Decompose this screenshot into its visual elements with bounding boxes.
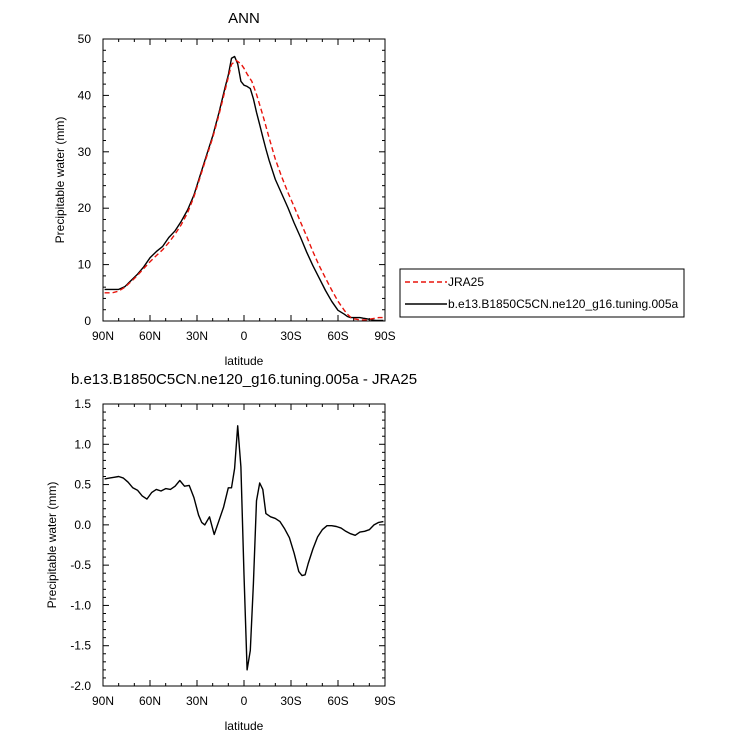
bottom-y-axis-label: Precipitable water (mm): [45, 482, 59, 609]
bottom-plot-frame: [102, 403, 386, 687]
y-tick-label: -2.0: [70, 679, 91, 693]
panel-top: ANN 90N 60N 30N 0 30S 60S 90S 0 10 20 30 40 50 latit…: [53, 10, 685, 368]
bottom-chart-title: b.e13.B1850C5CN.ne120_g16.tuning.005a - …: [71, 371, 417, 388]
y-tick-label: -0.5: [70, 558, 91, 572]
legend-box: [399, 268, 685, 318]
bottom-ticks: [102, 403, 386, 687]
y-tick-label: -1.0: [70, 598, 91, 612]
series-line-difference: [104, 425, 384, 671]
x-tick-label: 60S: [327, 694, 348, 708]
y-tick-label: 0: [84, 314, 91, 328]
x-tick-label: 0: [241, 694, 248, 708]
x-tick-label: 60N: [139, 694, 161, 708]
y-tick-label: 0.0: [74, 518, 91, 532]
legend-label-jra25: JRA25: [448, 275, 484, 289]
x-tick-label: 90S: [374, 329, 395, 343]
y-tick-label: 30: [78, 145, 92, 159]
y-tick-label: -1.5: [70, 639, 91, 653]
panel-bottom: b.e13.B1850C5CN.ne120_g16.tuning.005a - …: [45, 371, 417, 733]
y-tick-label: 50: [78, 32, 92, 46]
x-tick-label: 30S: [280, 694, 301, 708]
x-tick-label: 90N: [92, 694, 114, 708]
top-tick-labels: 90N 60N 30N 0 30S 60S 90S 0 10 20 30 40 50: [78, 32, 396, 343]
bottom-x-axis-label: latitude: [225, 719, 264, 733]
top-ticks: [102, 38, 386, 322]
top-y-axis-label: Precipitable water (mm): [53, 117, 67, 244]
x-tick-label: 90S: [374, 694, 395, 708]
x-tick-label: 60N: [139, 329, 161, 343]
legend: JRA25 b.e13.B1850C5CN.ne120_g16.tuning.0…: [399, 268, 685, 318]
x-tick-label: 90N: [92, 329, 114, 343]
y-tick-label: 1.5: [74, 397, 91, 411]
x-tick-label: 30N: [186, 329, 208, 343]
bottom-series: [104, 425, 384, 671]
y-tick-label: 1.0: [74, 437, 91, 451]
top-x-axis-label: latitude: [225, 354, 264, 368]
x-tick-label: 30S: [280, 329, 301, 343]
top-plot-frame: [102, 38, 386, 322]
x-tick-label: 60S: [327, 329, 348, 343]
y-tick-label: 10: [78, 258, 92, 272]
bottom-tick-labels: 90N 60N 30N 0 30S 60S 90S -2.0 -1.5 -1.0 -0.5 0.0 0.…: [70, 397, 395, 708]
series-line-jra25: [104, 59, 384, 321]
y-tick-label: 40: [78, 88, 92, 102]
top-series: [104, 55, 384, 322]
x-tick-label: 30N: [186, 694, 208, 708]
top-chart-title: ANN: [228, 10, 260, 27]
series-line-model: [104, 55, 384, 322]
y-tick-label: 0.5: [74, 478, 91, 492]
y-tick-label: 20: [78, 201, 92, 215]
legend-label-model: b.e13.B1850C5CN.ne120_g16.tuning.005a: [448, 297, 679, 311]
x-tick-label: 0: [241, 329, 248, 343]
